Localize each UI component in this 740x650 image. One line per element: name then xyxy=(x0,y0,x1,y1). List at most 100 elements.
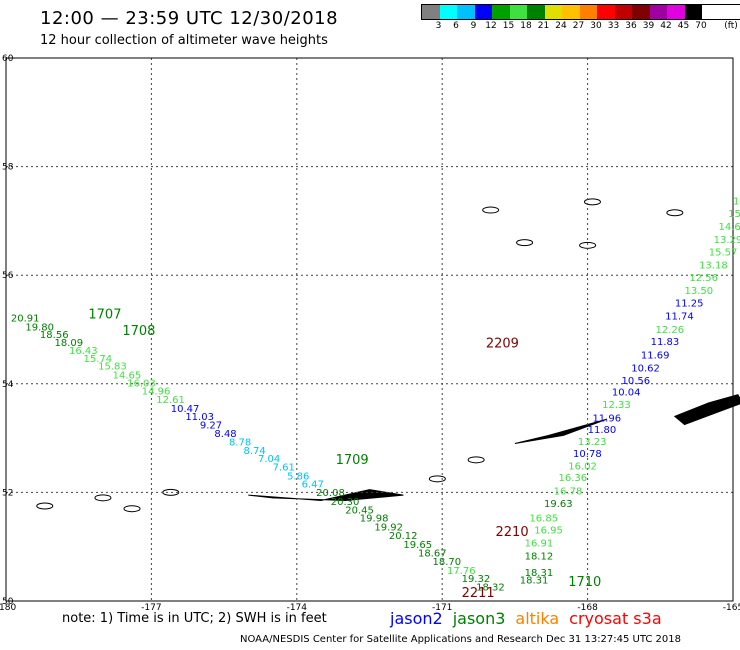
graticule xyxy=(6,58,733,601)
wave-height-label: 10.62 xyxy=(631,363,660,374)
wave-height-label: 20.30 xyxy=(331,497,360,508)
wave-height-label: 7.04 xyxy=(258,454,280,465)
wave-height-label: 20.45 xyxy=(345,506,374,517)
wave-height-label: 16.91 xyxy=(525,539,554,550)
wave-height-label: 12.26 xyxy=(655,325,684,336)
island-shape xyxy=(514,418,608,445)
wave-height-label: 13.23 xyxy=(578,437,607,448)
axis-labels: 60 58 56 54 52 50-180 -177 -174 -171 -168 -165 xyxy=(0,54,740,613)
lat-tick-label: 60 xyxy=(2,54,14,64)
legend-color-bar xyxy=(421,4,740,20)
wave-height-label: 19.63 xyxy=(544,499,573,510)
wave-height-label: 18.56 xyxy=(40,330,69,341)
legend-label: 45 xyxy=(677,21,690,31)
legend-label: 36 xyxy=(625,21,637,31)
coastline-layer xyxy=(36,198,740,513)
wave-height-labels: 20.9119.8018.5618.0916.4315.7415.8314.65… xyxy=(11,197,740,594)
wave-height-label: 14.32 xyxy=(733,197,740,208)
wave-height-label: 10.78 xyxy=(573,449,602,460)
credits-footer: NOAA/NESDIS Center for Satellite Applica… xyxy=(240,634,682,645)
legend-label: 24 xyxy=(555,21,567,31)
wave-height-label: 16.02 xyxy=(568,462,597,473)
islet-shape xyxy=(516,239,534,247)
lat-tick-label: 52 xyxy=(2,488,13,498)
lon-tick-label: -165 xyxy=(723,603,740,613)
pass-time-label: 2210 xyxy=(496,525,529,540)
wave-height-label: 18.12 xyxy=(525,552,554,563)
lon-tick-label: -174 xyxy=(287,603,308,613)
legend-label: 21 xyxy=(537,21,550,31)
pass-time-label: 2209 xyxy=(486,336,519,351)
legend-swatch xyxy=(562,5,580,19)
legend-label: 18 xyxy=(520,21,532,31)
wave-height-label: 16.78 xyxy=(554,487,583,498)
legend-swatch xyxy=(439,5,457,19)
legend-label: 42 xyxy=(660,21,672,31)
wave-height-label: 13.18 xyxy=(699,261,728,272)
map-subtitle: 12 hour collection of altimeter wave hei… xyxy=(40,33,328,48)
wave-height-label: 19.80 xyxy=(25,323,54,334)
wave-height-label: 5.86 xyxy=(287,471,309,482)
legend-swatch xyxy=(492,5,510,19)
pass-time-label: 2211 xyxy=(462,586,495,601)
pass-time-label: 1708 xyxy=(122,324,155,339)
legend-label: 33 xyxy=(607,21,620,31)
wave-height-label: 15.30 xyxy=(728,209,740,220)
wave-height-label: 11.03 xyxy=(185,412,214,423)
time-labels: 1707170817091710220922102211220816091516… xyxy=(88,308,601,602)
legend-label: 12 xyxy=(485,21,497,31)
island-shape xyxy=(248,489,404,502)
legend-label: (ft) xyxy=(724,21,738,31)
wave-height-label: 16.03 xyxy=(127,379,156,390)
islet-shape xyxy=(467,456,485,464)
wave-height-label: 19.65 xyxy=(403,540,432,551)
islet-shape xyxy=(583,198,601,206)
satellite-legend: jason2 jason3 altika cryosat s3a xyxy=(390,609,672,628)
wave-height-label: 11.25 xyxy=(675,299,704,310)
legend-swatch xyxy=(667,5,685,19)
wave-height-label: 14.66 xyxy=(718,222,740,233)
color-legend: 3 6 9 12 15 18 21 24 27 30 33 36 39 42 45 70 (ft) xyxy=(421,4,740,34)
legend-swatch xyxy=(684,5,702,19)
wave-height-label: 15.57 xyxy=(709,248,738,259)
wave-height-label: 15.83 xyxy=(98,362,127,373)
wave-height-label: 19.98 xyxy=(360,514,389,525)
legend-swatch xyxy=(632,5,650,19)
wave-height-label: 12.61 xyxy=(156,395,185,406)
wave-height-label: 18.70 xyxy=(433,557,462,568)
wave-height-label: 14.96 xyxy=(142,387,171,398)
islet-shape xyxy=(36,502,54,510)
satellite-altika: altika xyxy=(515,609,560,628)
legend-label: 15 xyxy=(502,21,515,31)
wave-height-label: 19.92 xyxy=(374,522,403,533)
wave-height-label: 10.56 xyxy=(622,376,651,387)
legend-swatch xyxy=(597,5,615,19)
wave-height-label: 16.43 xyxy=(69,346,98,357)
legend-label: 30 xyxy=(590,21,602,31)
wave-height-label: 8.48 xyxy=(214,429,236,440)
wave-height-label: 18.31 xyxy=(520,576,549,587)
wave-height-label: 7.61 xyxy=(273,463,295,474)
legend-label: 9 xyxy=(470,21,477,31)
wave-height-label: 18.31 xyxy=(525,568,554,579)
wave-height-label: 13.50 xyxy=(685,286,714,297)
wave-height-label: 14.65 xyxy=(113,370,142,381)
wave-height-label: 12.33 xyxy=(602,400,631,411)
wave-height-label: 16.85 xyxy=(529,514,558,525)
legend-label: 70 xyxy=(695,21,707,31)
wave-height-label: 15.74 xyxy=(84,354,113,365)
legend-swatch xyxy=(527,5,545,19)
wave-height-label: 16.36 xyxy=(559,473,588,484)
islet-shape xyxy=(123,505,141,513)
pass-time-label: 1707 xyxy=(88,308,121,323)
pass-time-label: 1709 xyxy=(336,453,369,468)
islet-shape xyxy=(94,494,112,502)
wave-height-label: 6.47 xyxy=(302,480,324,491)
wave-height-label: 13.29 xyxy=(714,235,740,246)
legend-swatch xyxy=(614,5,632,19)
wave-height-label: 8.78 xyxy=(229,438,251,449)
map-border xyxy=(5,57,734,602)
wave-height-label: 20.08 xyxy=(316,488,345,499)
island-shape xyxy=(673,394,740,426)
